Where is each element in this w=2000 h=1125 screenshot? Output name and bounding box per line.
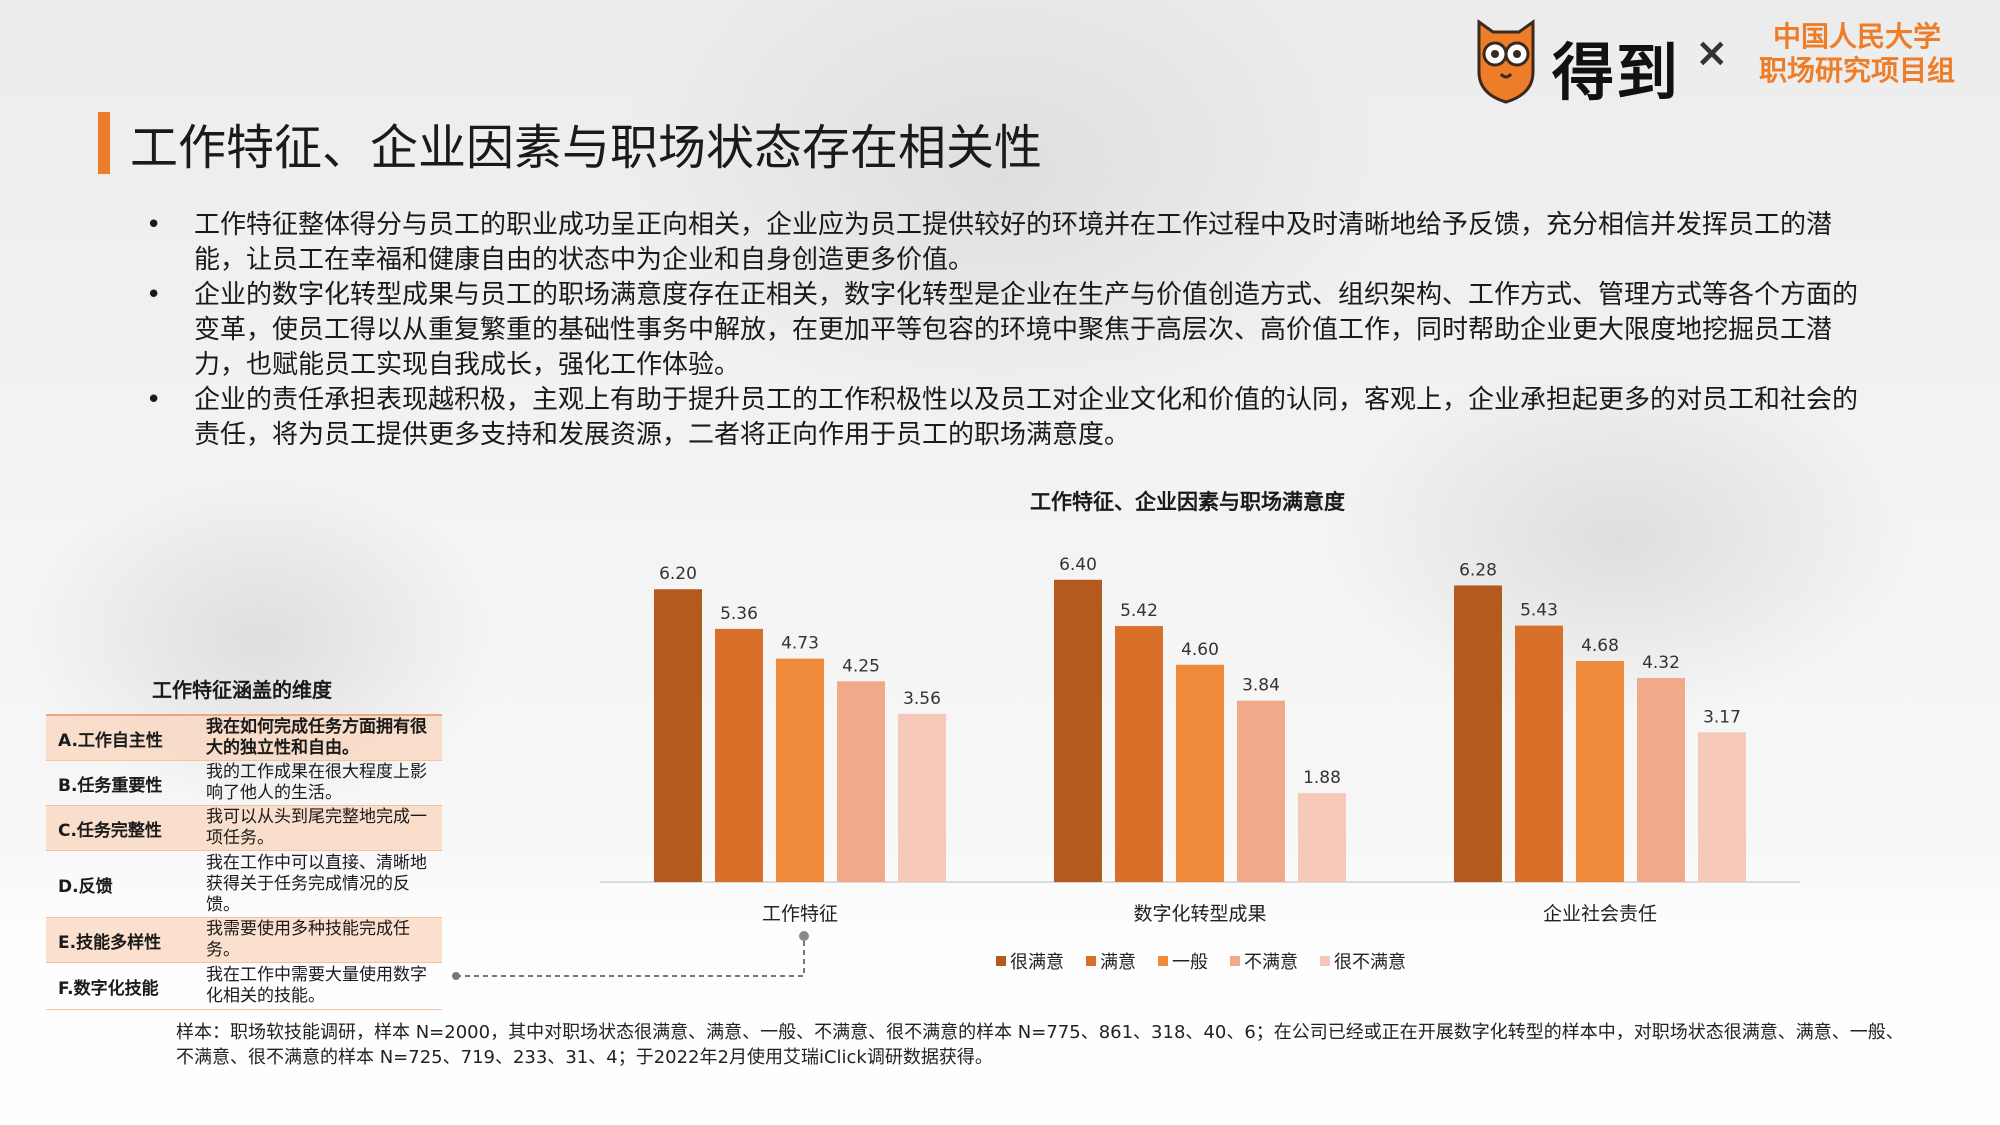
legend-item: 一般 (1158, 948, 1208, 974)
legend-item: 不满意 (1230, 948, 1298, 974)
legend-label: 很满意 (1010, 952, 1064, 973)
bar-满意 (1115, 626, 1163, 882)
data-label: 4.25 (842, 656, 880, 676)
bullet-item: • 工作特征整体得分与员工的职业成功呈正向相关，企业应为员工提供较好的环境并在工作… (140, 208, 1860, 278)
title-accent-bar (98, 112, 110, 174)
dimension-table-title: 工作特征涵盖的维度 (152, 678, 332, 702)
bullet-dot: • (146, 210, 162, 240)
legend-label: 很不满意 (1334, 952, 1406, 973)
dimension-key: C.任务完整性 (58, 820, 162, 841)
bullet-dot: • (146, 385, 162, 415)
page-title: 工作特征、企业因素与职场状态存在相关性 (130, 120, 1043, 176)
bar-一般 (1176, 664, 1224, 882)
bar-chart: 6.20 5.36 4.73 4.25 3.56 工作特征 6.40 5.42 4.60 3.84… (600, 555, 1800, 925)
legend-swatch (1320, 956, 1330, 966)
chart-legend: 很满意 满意 一般 不满意 很不满意 (996, 948, 1406, 974)
dimension-desc: 我在工作中需要大量使用数字化相关的技能。 (206, 965, 427, 1006)
dimension-desc: 我在工作中可以直接、清晰地获得关于任务完成情况的反馈。 (206, 852, 427, 915)
owl-logo-icon (1477, 19, 1535, 104)
data-label: 4.60 (1181, 640, 1219, 660)
bar-满意 (1515, 625, 1563, 882)
brand-name: 得到 (1552, 36, 1681, 109)
legend-label: 一般 (1172, 952, 1208, 973)
data-label: 6.20 (659, 564, 697, 584)
table-row: A.工作自主性 我在如何完成任务方面拥有很大的独立性和自由。 (46, 716, 442, 761)
partner-logo-text: 中国人民大学 职场研究项目组 (1742, 20, 1972, 88)
table-row: E.技能多样性 我需要使用多种技能完成任务。 (46, 918, 442, 963)
data-label: 4.32 (1642, 653, 1680, 673)
dimension-desc: 我在如何完成任务方面拥有很大的独立性和自由。 (206, 717, 427, 758)
dimension-key: F.数字化技能 (58, 978, 159, 999)
table-row: C.任务完整性 我可以从头到尾完整地完成一项任务。 (46, 806, 442, 851)
dimension-desc: 我的工作成果在很大程度上影响了他人的生活。 (206, 762, 427, 803)
bar-很不满意 (1698, 732, 1746, 882)
dimension-key: A.工作自主性 (58, 730, 163, 751)
legend-item: 满意 (1086, 948, 1136, 974)
data-label: 6.28 (1459, 560, 1497, 580)
data-label: 3.56 (903, 689, 941, 709)
bar-不满意 (837, 681, 885, 882)
bar-很满意 (1054, 579, 1102, 882)
table-row: B.任务重要性 我的工作成果在很大程度上影响了他人的生活。 (46, 761, 442, 806)
chart-title: 工作特征、企业因素与职场满意度 (1030, 490, 1345, 514)
bar-很满意 (654, 589, 702, 882)
dimension-table: A.工作自主性 我在如何完成任务方面拥有很大的独立性和自由。 B.任务重要性 我… (46, 714, 442, 1010)
bar-很不满意 (1298, 793, 1346, 882)
connector-line (452, 931, 809, 980)
bar-很不满意 (898, 713, 946, 882)
dimension-key: D.反馈 (58, 876, 113, 897)
table-row: F.数字化技能 我在工作中需要大量使用数字化相关的技能。 (46, 963, 442, 1010)
bullet-dot: • (146, 280, 162, 310)
legend-swatch (996, 956, 1006, 966)
bullet-text: 企业的数字化转型成果与员工的职场满意度存在正相关，数字化转型是企业在生产与价值创… (194, 280, 1859, 380)
bar-一般 (776, 658, 824, 882)
bullet-list: • 工作特征整体得分与员工的职业成功呈正向相关，企业应为员工提供较好的环境并在工作… (140, 208, 1860, 453)
bar-满意 (715, 628, 763, 882)
data-label: 4.73 (781, 634, 819, 654)
bullet-item: • 企业的数字化转型成果与员工的职场满意度存在正相关，数字化转型是企业在生产与价值… (140, 278, 1860, 383)
data-label: 3.84 (1242, 676, 1280, 696)
data-label: 5.42 (1120, 601, 1158, 621)
data-label: 3.17 (1703, 707, 1741, 727)
category-label: 数字化转型成果 (1133, 903, 1266, 925)
data-label: 5.36 (720, 604, 758, 624)
category-label: 企业社会责任 (1543, 903, 1657, 925)
data-label: 4.68 (1581, 636, 1619, 656)
bar-不满意 (1637, 678, 1685, 882)
bar-不满意 (1237, 700, 1285, 882)
data-label: 1.88 (1303, 768, 1341, 788)
legend-label: 满意 (1100, 952, 1136, 973)
bar-一般 (1576, 661, 1624, 882)
dimension-desc: 我需要使用多种技能完成任务。 (206, 919, 410, 960)
legend-item: 很满意 (996, 948, 1064, 974)
bullet-text: 企业的责任承担表现越积极，主观上有助于提升员工的工作积极性以及员工对企业文化和价… (194, 385, 1859, 450)
bullet-item: • 企业的责任承担表现越积极，主观上有助于提升员工的工作积极性以及员工对企业文化和… (140, 383, 1860, 453)
legend-swatch (1230, 956, 1240, 966)
legend-swatch (1086, 956, 1096, 966)
dimension-key: B.任务重要性 (58, 775, 163, 796)
legend-swatch (1158, 956, 1168, 966)
sample-note: 样本：职场软技能调研，样本 N=2000，其中对职场状态很满意、满意、一般、不满… (176, 1022, 1904, 1068)
data-label: 5.43 (1520, 601, 1558, 621)
dimension-desc: 我可以从头到尾完整地完成一项任务。 (206, 807, 427, 848)
legend-item: 很不满意 (1320, 948, 1406, 974)
dimension-key: E.技能多样性 (58, 932, 162, 953)
partner-line-1: 中国人民大学 (1772, 20, 1941, 53)
bar-很满意 (1454, 585, 1502, 882)
data-label: 6.40 (1059, 555, 1097, 575)
partner-line-2: 职场研究项目组 (1758, 54, 1955, 87)
cross-mark: × (1695, 30, 1729, 76)
category-label: 工作特征 (762, 903, 838, 925)
table-row: D.反馈 我在工作中可以直接、清晰地获得关于任务完成情况的反馈。 (46, 851, 442, 918)
bullet-text: 工作特征整体得分与员工的职业成功呈正向相关，企业应为员工提供较好的环境并在工作过… (194, 210, 1833, 275)
legend-label: 不满意 (1244, 952, 1298, 973)
